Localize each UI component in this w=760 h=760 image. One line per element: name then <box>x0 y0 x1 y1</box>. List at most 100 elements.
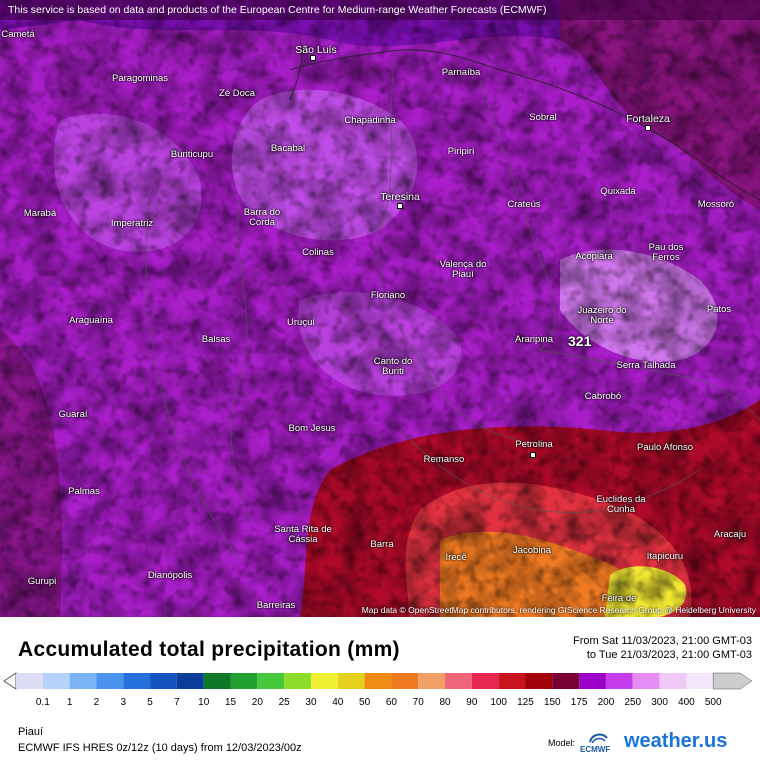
city-label-araguaina: Araguaína <box>69 315 113 326</box>
city-label-juazeiro-do-norte: Juazeiro do Norte <box>577 305 627 326</box>
legend-color-swatch <box>257 673 285 689</box>
city-label-cabrobo: Cabrobó <box>584 391 622 402</box>
city-label-barra-do-corda: Barra do Corda <box>243 207 281 228</box>
legend-color-swatch <box>150 673 177 689</box>
legend-color-swatch <box>203 673 231 689</box>
legend-color-swatch <box>605 673 633 689</box>
max-precipitation-value: 321 <box>568 333 592 349</box>
ecmwf-globe-icon <box>589 733 608 744</box>
legend-color-swatch <box>176 673 204 689</box>
city-label-dianopolis: Dianópolis <box>147 570 193 581</box>
city-label-bom-jesus: Bom Jesus <box>288 423 336 434</box>
city-label-urucui: Uruçuí <box>287 317 315 328</box>
legend-color-swatch <box>579 673 606 689</box>
legend-color-swatch <box>552 673 580 689</box>
city-label-jacobina: Jacobina <box>512 545 552 556</box>
city-label-patos: Patos <box>706 304 732 315</box>
city-marker <box>397 203 403 209</box>
legend-tick-label: 90 <box>466 697 478 708</box>
city-label-piripiri: Piripiri <box>447 146 475 157</box>
city-label-pau-dos-ferros: Pau dos Ferros <box>648 242 684 263</box>
legend-color-swatch <box>42 673 70 689</box>
city-label-guarai: Guaraí <box>58 409 88 420</box>
city-label-remanso: Remanso <box>423 454 465 465</box>
legend-color-swatch <box>498 673 526 689</box>
legend-over-arrow <box>712 672 753 690</box>
legend-tick-label: 20 <box>251 697 263 708</box>
period-to: to Tue 21/03/2023, 21:00 GMT-03 <box>586 649 752 661</box>
legend-color-swatch <box>16 673 43 689</box>
precipitation-map: This service is based on data and produc… <box>0 0 760 617</box>
legend-under-arrow <box>3 672 17 690</box>
legend-tick-label: 300 <box>651 697 668 708</box>
city-label-maraba: Marabá <box>23 208 57 219</box>
city-label-serra-talhada: Serra Talhada <box>616 360 676 371</box>
city-label-euclides-da-cunha: Euclides da Cunha <box>596 494 646 515</box>
weather-us-logo[interactable]: weather.us <box>624 730 728 752</box>
period-from: From Sat 11/03/2023, 21:00 GMT-03 <box>573 635 752 647</box>
legend-color-swatch <box>284 673 311 689</box>
city-label-bacabal: Bacabal <box>270 143 306 154</box>
legend-tick-label: 125 <box>517 697 534 708</box>
city-label-canto-do-buriti: Canto do Buriti <box>373 356 413 377</box>
city-label-santa-rita-de-cassia: Santa Rita de Cássia <box>274 524 332 545</box>
legend-color-swatch <box>96 673 124 689</box>
city-label-feira-de: Feira de <box>601 593 637 604</box>
legend-tick-label: 100 <box>490 697 507 708</box>
legend-color-swatch <box>525 673 553 689</box>
city-label-ze-doca: Zé Doca <box>219 88 255 99</box>
city-label-palmas: Palmas <box>68 486 100 497</box>
city-label-chapadinha: Chapadinha <box>344 115 396 126</box>
legend-tick-label: 3 <box>120 697 127 708</box>
legend-tick-label: 5 <box>147 697 153 708</box>
color-scale-ticks: 0.1 1 2 3 5 7 10 15 20 25 30 40 50 60 70 80 90 100 125 150 1… <box>0 697 760 711</box>
color-scale-legend <box>3 672 753 690</box>
legend-tick-label: 150 <box>543 697 561 708</box>
legend-tick-label: 30 <box>305 697 317 708</box>
forecast-period: From Sat 11/03/2023, 21:00 GMT-03 to Tue… <box>573 634 752 662</box>
ecmwf-logo-text: ECMWF <box>580 745 611 754</box>
legend-tick-label: 400 <box>678 697 695 708</box>
city-label-floriano: Floriano <box>370 290 406 301</box>
city-label-imperatriz: Imperatriz <box>110 218 154 229</box>
city-label-acopiara: Acopiara <box>575 251 613 262</box>
legend-tick-label: 7 <box>174 697 180 708</box>
legend-color-swatch <box>445 673 472 689</box>
precipitation-field <box>0 0 760 617</box>
legend-color-swatch <box>471 673 499 689</box>
legend-color-swatch <box>659 673 687 689</box>
city-label-teresina: Teresina <box>380 191 420 203</box>
legend-color-swatch <box>686 673 714 689</box>
city-label-barra: Barra <box>370 539 394 550</box>
city-label-cameta: Cametá <box>1 29 35 40</box>
legend-tick-label: 250 <box>624 697 642 708</box>
chart-title: Accumulated total precipitation (mm) <box>18 638 400 661</box>
legend-tick-label: 1 <box>66 697 73 708</box>
city-label-sobral: Sobral <box>529 112 557 123</box>
region-name: Piauí <box>18 726 44 738</box>
map-attribution: Map data © OpenStreetMap contributors, r… <box>361 605 756 615</box>
legend-color-swatch <box>632 673 660 689</box>
city-marker <box>310 55 316 61</box>
legend-color-swatch <box>418 673 446 689</box>
city-label-itapicuru: Itapicuru <box>646 551 684 562</box>
city-label-sao-luis: São Luís <box>295 44 337 56</box>
legend-color-swatch <box>69 673 97 689</box>
ecmwf-logo: ECMWF <box>580 728 616 754</box>
legend-tick-label: 80 <box>439 697 451 708</box>
ecmwf-notice-banner: This service is based on data and produc… <box>0 0 760 20</box>
model-label: Model: <box>548 738 576 748</box>
city-label-buriticupu: Buriticupu <box>170 149 214 160</box>
legend-tick-label: 40 <box>332 697 344 708</box>
city-label-barreiras: Barreiras <box>256 600 296 611</box>
legend-tick-label: 15 <box>224 697 237 708</box>
legend-tick-label: 2 <box>93 697 100 708</box>
legend-tick-label: 0.1 <box>35 697 50 708</box>
city-label-aracaju: Aracaju <box>713 529 747 540</box>
city-label-valenca-do-piaui: Valença do Piauí <box>439 259 487 280</box>
city-label-crateus: Crateús <box>507 199 541 210</box>
city-label-quixada: Quixadá <box>600 186 636 197</box>
city-label-colinas: Colinas <box>302 247 334 258</box>
legend-tick-label: 10 <box>198 697 210 708</box>
city-label-fortaleza: Fortaleza <box>626 113 670 125</box>
